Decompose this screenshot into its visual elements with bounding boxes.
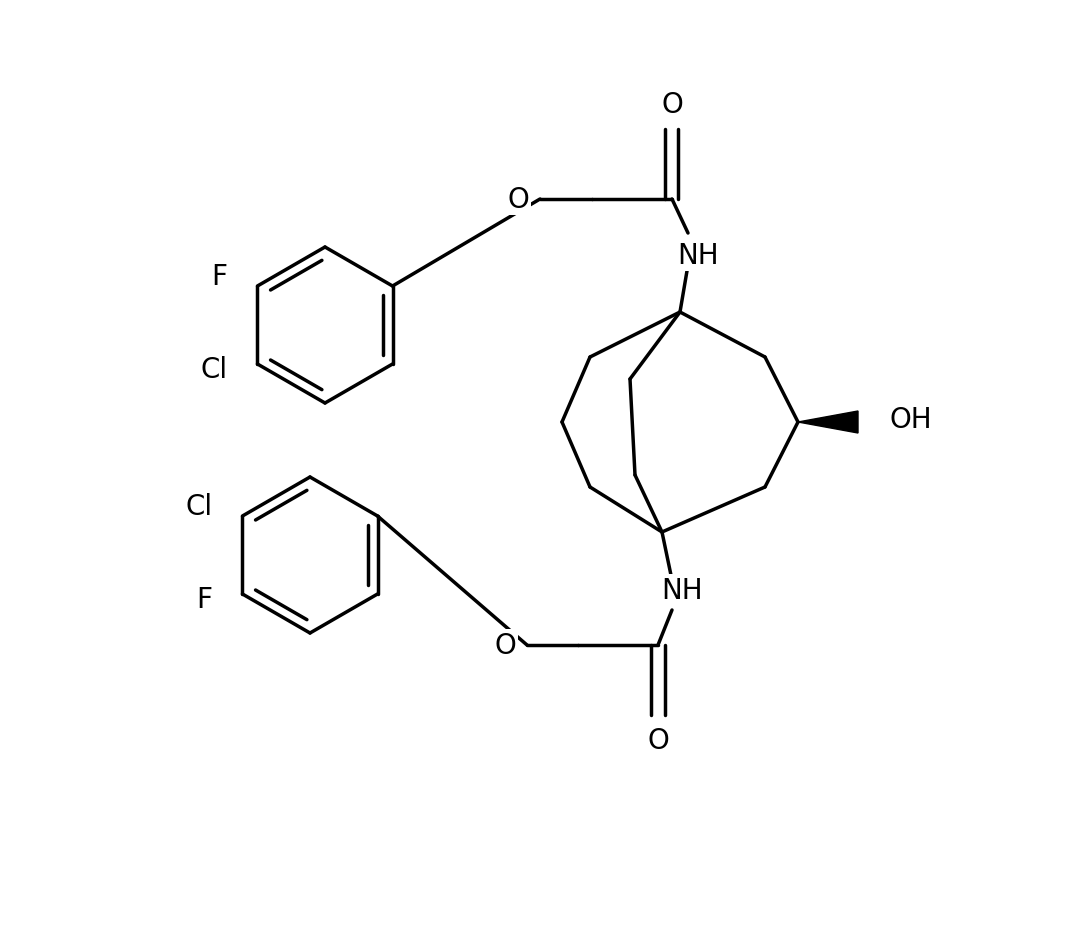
Text: F: F [211, 262, 227, 291]
Text: O: O [647, 726, 669, 755]
Text: O: O [661, 91, 683, 119]
Text: NH: NH [678, 242, 719, 270]
Text: O: O [494, 631, 516, 659]
Text: NH: NH [661, 577, 703, 604]
Text: Cl: Cl [200, 356, 227, 384]
Polygon shape [798, 412, 858, 434]
Text: Cl: Cl [185, 492, 212, 520]
Text: F: F [196, 585, 212, 614]
Text: OH: OH [890, 405, 933, 434]
Text: O: O [507, 185, 528, 214]
